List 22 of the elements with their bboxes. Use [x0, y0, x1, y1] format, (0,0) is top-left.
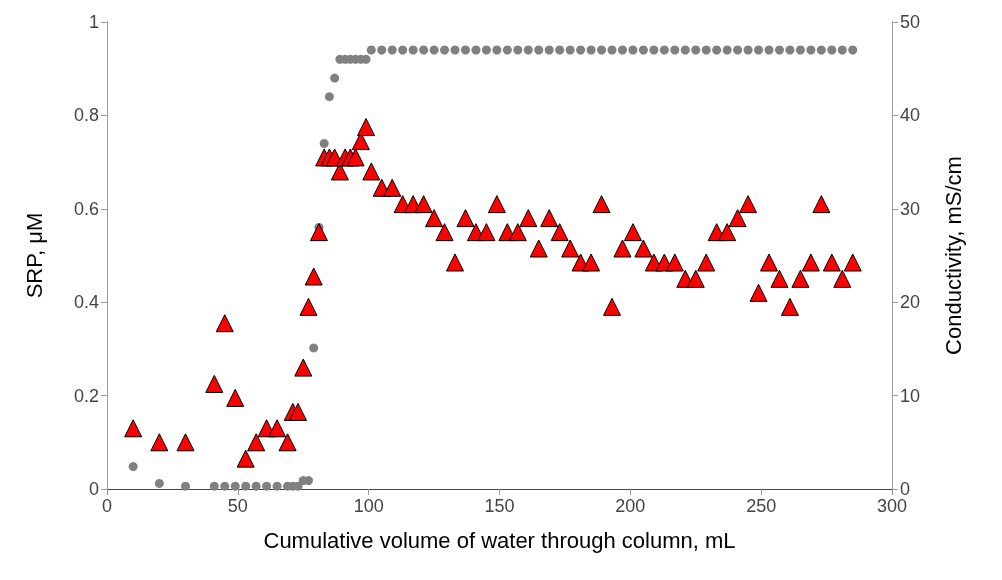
- y-tick-label: 0: [88, 479, 99, 499]
- y2-tick-label: 20: [900, 292, 921, 313]
- x-tick-label: 300: [876, 496, 908, 516]
- x-tick-label: 200: [615, 496, 646, 516]
- x-tick-label: 50: [227, 496, 248, 516]
- y-tick-label: 0.4: [73, 292, 99, 313]
- y-tick-label: 0.6: [73, 198, 99, 219]
- y-tick-label: 0.8: [73, 105, 99, 126]
- x-tick-label: 100: [353, 496, 384, 516]
- y2-axis-title: Conductivity, mS/cm: [940, 156, 966, 355]
- y2-tick-label: 30: [900, 198, 921, 219]
- y2-tick-label: 50: [900, 12, 921, 32]
- y-tick-label: 0.2: [73, 385, 99, 406]
- y-tick-label: 1: [88, 12, 99, 32]
- y-axis-title: SRP, μM: [21, 212, 47, 299]
- x-tick-label: 0: [101, 496, 113, 516]
- y2-tick-label: 0: [900, 479, 911, 499]
- x-tick-label: 250: [746, 496, 777, 516]
- x-axis-title: Cumulative volume of water through column, mL: [263, 527, 736, 553]
- y2-tick-label: 40: [900, 105, 921, 126]
- y2-tick-label: 10: [900, 385, 921, 406]
- x-tick-label: 150: [484, 496, 515, 516]
